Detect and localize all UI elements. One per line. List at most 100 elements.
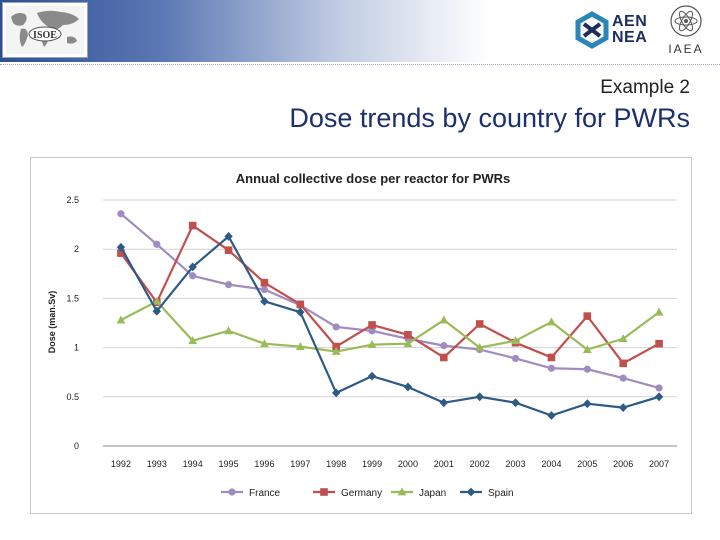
x-tick-label: 1992 — [111, 459, 131, 469]
data-point-france — [511, 354, 520, 363]
x-tick-label: 2007 — [649, 459, 669, 469]
data-point-germany — [296, 300, 305, 309]
x-tick-label: 1996 — [254, 459, 274, 469]
series-line-spain — [119, 235, 660, 417]
y-tick-label: 2.5 — [66, 195, 79, 205]
data-point-france — [153, 240, 161, 248]
y-tick-label: 0 — [74, 441, 79, 451]
x-tick-label: 1998 — [326, 459, 346, 469]
line-chart: Annual collective dose per reactor for P… — [47, 171, 677, 499]
legend-marker-france — [228, 488, 236, 496]
data-point-france — [440, 342, 448, 350]
data-point-japan — [511, 336, 520, 345]
legend-label: France — [249, 488, 281, 499]
data-point-germany — [332, 342, 340, 351]
series-spain — [116, 232, 664, 420]
x-tick-label: 1997 — [290, 459, 310, 469]
nea-emblem-icon — [575, 11, 609, 49]
data-point-japan — [367, 340, 377, 349]
data-point-germany — [440, 353, 448, 362]
series-line-japan — [120, 300, 660, 353]
header-divider — [0, 64, 720, 66]
data-point-france — [224, 281, 233, 289]
y-tick-label: 2 — [74, 244, 79, 254]
x-tick-label: 2002 — [470, 459, 490, 469]
data-point-japan — [439, 315, 449, 324]
data-point-germany — [619, 359, 627, 368]
data-point-france — [619, 374, 627, 382]
data-point-japan — [547, 317, 556, 326]
data-point-spain — [547, 411, 556, 420]
legend-item-spain: Spain — [460, 487, 514, 499]
y-tick-label: 1 — [74, 343, 79, 353]
x-tick-label: 2001 — [434, 459, 454, 469]
data-point-japan — [331, 346, 341, 355]
data-point-france — [260, 285, 269, 294]
data-point-spain — [403, 382, 413, 392]
data-point-japan — [295, 342, 305, 351]
data-point-spain — [583, 399, 592, 409]
legend-marker-japan — [397, 487, 407, 496]
iaea-atom-icon — [670, 5, 702, 37]
x-tick-label: 1993 — [147, 459, 167, 469]
data-point-germany — [188, 221, 197, 230]
series-france — [117, 210, 663, 392]
data-point-france — [655, 384, 663, 392]
data-point-germany — [583, 312, 592, 320]
data-point-spain — [511, 398, 520, 408]
y-axis-label: Dose (man.Sv) — [47, 291, 57, 354]
data-point-spain — [618, 403, 628, 413]
nea-logo: AEN NEA — [572, 10, 654, 50]
legend-marker-spain — [466, 487, 476, 497]
legend-marker-germany — [320, 488, 328, 496]
data-point-france — [332, 323, 340, 331]
x-tick-label: 2004 — [541, 459, 561, 469]
slide-subtitle: Example 2 — [600, 77, 690, 98]
isoe-logo: ISOE — [2, 2, 88, 58]
series-japan — [116, 296, 664, 355]
legend-item-japan: Japan — [391, 487, 446, 499]
data-point-germany — [224, 246, 233, 254]
chart-frame: Annual collective dose per reactor for P… — [30, 157, 692, 514]
legend-item-germany: Germany — [313, 488, 382, 499]
legend-label: Spain — [488, 488, 514, 499]
slide-title: Dose trends by country for PWRs — [289, 103, 690, 133]
data-point-france — [117, 210, 125, 218]
data-point-spain — [152, 306, 162, 316]
isoe-logo-text: ISOE — [33, 30, 57, 41]
data-point-france — [189, 272, 197, 280]
data-point-spain — [439, 398, 449, 408]
header-banner: ISOE AEN NEA IAEA — [0, 0, 720, 62]
data-point-japan — [654, 307, 664, 316]
data-point-spain — [116, 242, 126, 252]
x-tick-label: 1999 — [362, 459, 382, 469]
data-point-germany — [260, 278, 269, 287]
world-map-icon: ISOE — [6, 6, 84, 54]
data-point-spain — [367, 371, 377, 381]
legend-label: Germany — [341, 488, 382, 499]
nea-wordmark-line1: AEN — [612, 13, 648, 30]
data-point-germany — [475, 320, 484, 328]
x-tick-label: 2006 — [613, 459, 633, 469]
data-point-japan — [116, 315, 126, 324]
data-point-spain — [260, 296, 269, 306]
data-point-germany — [404, 331, 412, 339]
x-tick-label: 1994 — [183, 459, 203, 469]
data-point-france — [368, 327, 376, 335]
data-point-germany — [117, 249, 125, 257]
data-point-germany — [368, 321, 376, 329]
legend-label: Japan — [419, 488, 446, 499]
data-point-germany — [547, 353, 556, 362]
data-point-japan — [582, 344, 592, 353]
iaea-logo: IAEA — [656, 2, 716, 58]
series-line-france — [120, 212, 660, 390]
x-tick-label: 2000 — [398, 459, 418, 469]
data-point-japan — [224, 326, 233, 335]
y-tick-label: 0.5 — [66, 392, 79, 402]
x-tick-label: 2003 — [506, 459, 526, 469]
data-point-japan — [152, 296, 162, 305]
y-tick-label: 1.5 — [66, 293, 79, 303]
data-point-spain — [188, 262, 197, 272]
data-point-spain — [654, 392, 664, 402]
iaea-wordmark: IAEA — [668, 42, 704, 56]
